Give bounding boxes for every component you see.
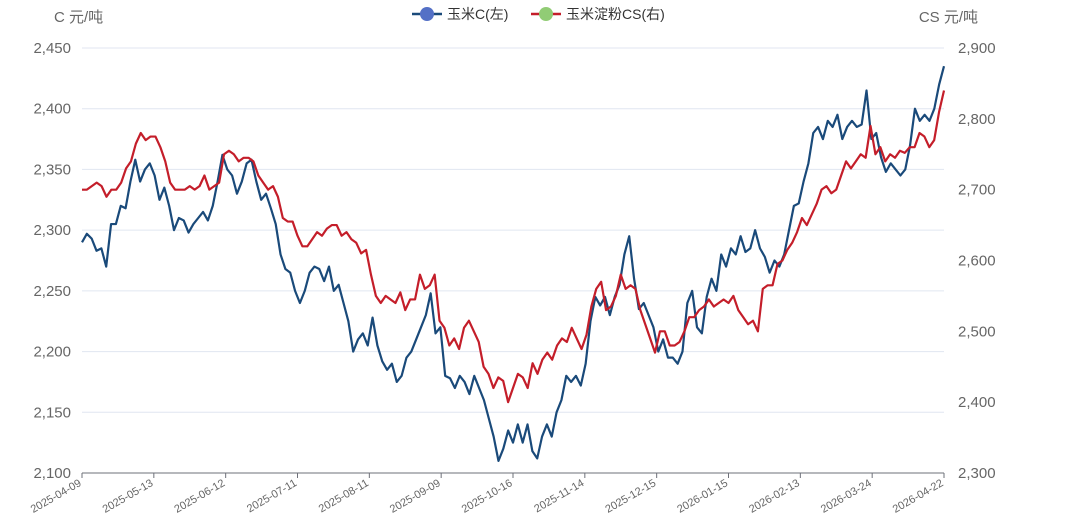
legend-label-cs: 玉米淀粉CS(右) xyxy=(566,6,665,22)
left-axis-unit-label: C 元/吨 xyxy=(54,9,103,26)
x-tick-label: 2025-09-09 xyxy=(388,477,443,516)
legend-label-c: 玉米C(左) xyxy=(447,6,508,22)
x-tick-label: 2026-01-15 xyxy=(675,477,730,516)
legend-item-cs[interactable]: 玉米淀粉CS(右) xyxy=(531,6,665,22)
legend-marker-cs xyxy=(539,7,553,21)
left-tick-label: 2,300 xyxy=(33,222,71,239)
right-tick-label: 2,300 xyxy=(958,465,996,482)
right-tick-label: 2,700 xyxy=(958,182,996,199)
right-axis-ticks: 2,300 2,400 2,500 2,600 2,700 2,800 2,900 xyxy=(958,40,996,482)
x-axis-ticks: 2025-04-09 2025-05-13 2025-06-12 2025-07-11… xyxy=(29,473,946,516)
left-tick-label: 2,200 xyxy=(33,344,71,361)
grid-lines xyxy=(82,47,944,413)
legend: 玉米C(左) 玉米淀粉CS(右) xyxy=(412,6,665,22)
right-axis-unit-label: CS 元/吨 xyxy=(919,9,978,26)
x-tick-label: 2025-12-15 xyxy=(603,477,658,516)
x-tick-label: 2025-05-13 xyxy=(101,477,156,516)
x-tick-label: 2026-04-22 xyxy=(891,477,946,516)
right-tick-label: 2,400 xyxy=(958,394,996,411)
series-lines xyxy=(81,65,946,462)
left-tick-label: 2,150 xyxy=(33,404,71,421)
x-tick-label: 2026-03-24 xyxy=(819,477,874,516)
x-tick-label: 2025-08-11 xyxy=(317,477,371,515)
left-tick-label: 2,100 xyxy=(33,465,71,482)
left-tick-label: 2,250 xyxy=(33,283,71,300)
left-axis-ticks: 2,100 2,150 2,200 2,250 2,300 2,350 2,400 2,450 xyxy=(33,40,71,482)
right-tick-label: 2,900 xyxy=(958,40,996,57)
x-tick-label: 2025-06-12 xyxy=(172,477,227,516)
right-tick-label: 2,800 xyxy=(958,111,996,128)
left-tick-label: 2,450 xyxy=(33,40,71,57)
x-tick-label: 2025-07-11 xyxy=(245,477,299,515)
left-tick-label: 2,350 xyxy=(33,161,71,178)
left-tick-label: 2,400 xyxy=(33,101,71,118)
x-tick-label: 2026-02-13 xyxy=(747,477,802,516)
series-line-cs xyxy=(82,90,946,404)
x-tick-label: 2025-04-09 xyxy=(29,477,84,516)
x-tick-label: 2025-10-16 xyxy=(460,477,515,516)
right-tick-label: 2,600 xyxy=(958,253,996,270)
x-tick-label: 2025-11-14 xyxy=(532,477,586,515)
legend-item-c[interactable]: 玉米C(左) xyxy=(412,6,508,22)
legend-marker-c xyxy=(420,7,434,21)
series-line-c xyxy=(81,65,946,462)
right-tick-label: 2,500 xyxy=(958,323,996,340)
